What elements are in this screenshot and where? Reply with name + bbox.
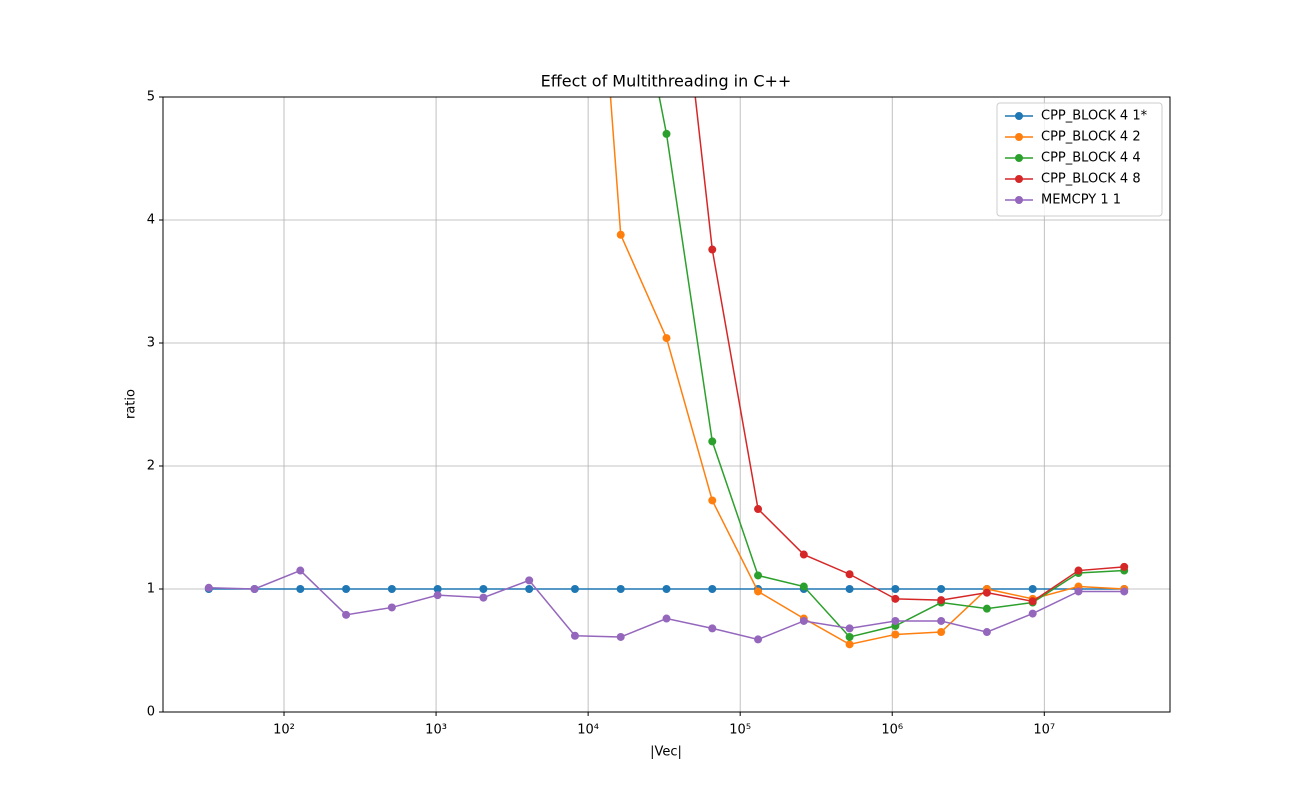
legend-marker <box>1015 154 1023 162</box>
data-point <box>708 496 717 505</box>
legend-label: MEMCPY 1 1 <box>1041 193 1121 208</box>
y-tick-label: 1 <box>147 582 155 597</box>
data-point <box>845 624 854 633</box>
data-point <box>250 585 259 593</box>
data-point <box>708 624 717 633</box>
data-point <box>708 585 717 593</box>
data-point <box>479 593 488 602</box>
data-point <box>296 566 305 575</box>
legend-label: CPP_BLOCK 4 2 <box>1041 130 1141 145</box>
data-point <box>708 245 717 254</box>
data-point <box>754 635 763 644</box>
data-point <box>433 585 442 593</box>
data-point <box>296 585 305 593</box>
x-tick-label: 10³ <box>425 723 447 738</box>
legend-label: CPP_BLOCK 4 8 <box>1041 172 1141 187</box>
legend-box <box>996 102 1163 217</box>
data-point <box>754 571 763 580</box>
data-point <box>891 616 900 625</box>
data-point <box>891 630 900 639</box>
data-point <box>342 610 351 619</box>
data-point <box>708 437 717 446</box>
series-line <box>694 97 1125 603</box>
y-tick-label: 4 <box>147 213 155 228</box>
data-point <box>616 632 625 641</box>
data-point <box>937 596 946 605</box>
data-point <box>662 334 671 343</box>
data-point <box>342 585 351 593</box>
data-point <box>570 631 579 640</box>
axes-frame <box>162 96 1171 713</box>
data-point <box>799 616 808 625</box>
data-point <box>1028 585 1037 593</box>
legend-label: CPP_BLOCK 4 4 <box>1041 151 1141 166</box>
series-line <box>658 97 1125 638</box>
plot-area <box>204 97 1129 649</box>
data-point <box>1120 562 1129 571</box>
legend-marker <box>1015 112 1023 120</box>
data-point <box>616 585 625 593</box>
legend-marker <box>1015 196 1023 204</box>
x-tick-label: 10² <box>273 723 295 738</box>
data-point <box>1028 597 1037 606</box>
data-point <box>662 129 671 138</box>
data-point <box>754 587 763 596</box>
data-point <box>982 628 991 637</box>
data-point <box>845 585 854 593</box>
data-point <box>891 594 900 603</box>
data-point <box>937 585 946 593</box>
y-axis-label: ratio <box>124 389 139 419</box>
y-tick-label: 5 <box>147 90 155 105</box>
legend-marker <box>1015 175 1023 183</box>
data-point <box>937 616 946 625</box>
data-point <box>845 570 854 579</box>
data-point <box>662 585 671 593</box>
data-point <box>1028 609 1037 618</box>
data-point <box>662 614 671 623</box>
data-point <box>754 505 763 514</box>
data-point <box>570 585 579 593</box>
data-point <box>204 583 213 592</box>
data-point <box>1074 587 1083 596</box>
data-point <box>479 585 488 593</box>
x-tick-label: 10⁵ <box>729 723 751 738</box>
data-point <box>387 585 396 593</box>
x-axis-label: |Vec| <box>650 745 682 760</box>
data-point <box>845 640 854 649</box>
data-point <box>433 591 442 600</box>
data-point <box>845 632 854 641</box>
x-tick-label: 10⁴ <box>577 723 599 738</box>
data-point <box>891 585 900 593</box>
chart-title: Effect of Multithreading in C++ <box>541 72 792 91</box>
data-point <box>1074 566 1083 575</box>
data-point <box>387 603 396 612</box>
data-point <box>525 576 534 585</box>
data-point <box>799 550 808 559</box>
data-point <box>616 230 625 239</box>
y-tick-label: 2 <box>147 459 155 474</box>
x-tick-label: 10⁷ <box>1033 723 1055 738</box>
x-tick-label: 10⁶ <box>881 723 903 738</box>
data-point <box>799 582 808 591</box>
data-point <box>937 628 946 637</box>
data-point <box>1120 587 1129 596</box>
legend-label: CPP_BLOCK 4 1* <box>1041 109 1148 124</box>
data-point <box>982 604 991 613</box>
legend-marker <box>1015 133 1023 141</box>
data-point <box>525 585 534 593</box>
data-point <box>982 588 991 597</box>
y-tick-label: 3 <box>147 336 155 351</box>
y-tick-label: 0 <box>147 705 155 720</box>
